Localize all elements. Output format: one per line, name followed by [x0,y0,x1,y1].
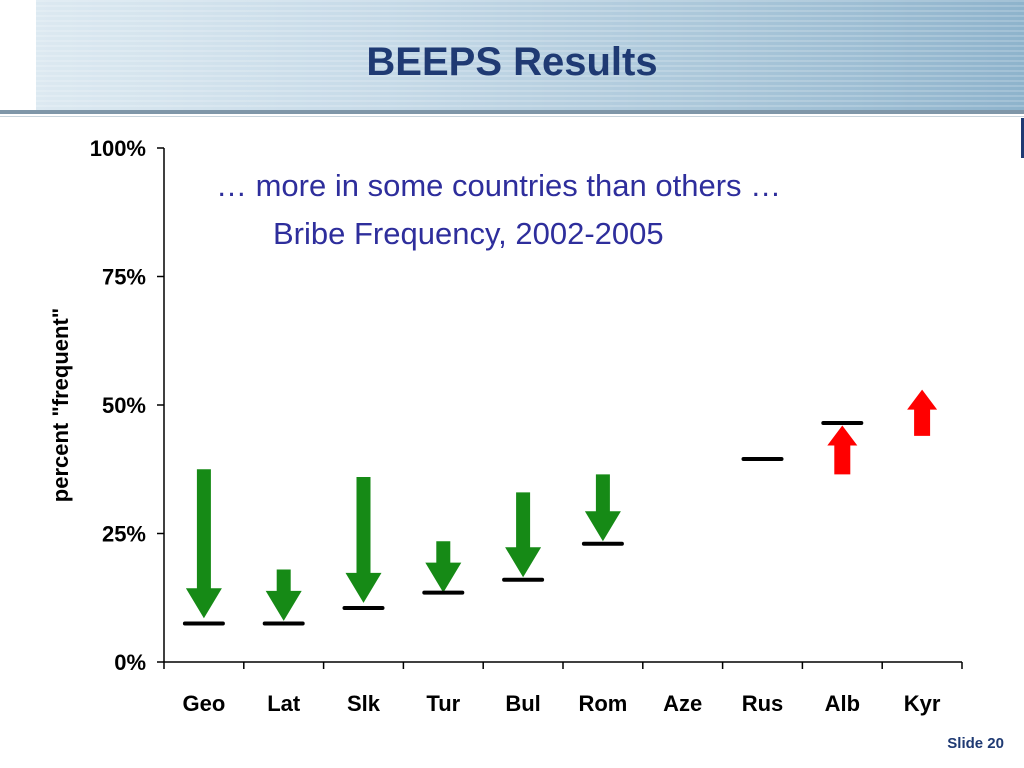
arrow-down-lat [265,569,302,621]
edge-marker [1021,118,1024,158]
x-tick-label: Tur [426,691,460,716]
y-tick-label: 25% [102,522,146,547]
x-tick-label: Lat [267,691,301,716]
arrow-up-kyr [907,389,938,436]
x-tick-label: Geo [183,691,226,716]
arrow-down-rom [584,474,621,542]
header-band [36,0,1024,110]
y-tick-label: 0% [114,650,146,675]
x-tick-label: Bul [505,691,540,716]
x-tick-label: Slk [347,691,381,716]
y-axis-title: percent "frequent" [48,308,73,502]
slide-title: BEEPS Results [366,40,658,84]
x-tick-label: Alb [825,691,860,716]
chart-annotation-line-1: … more in some countries than others … [216,168,782,203]
y-tick-label: 50% [102,393,146,418]
chart-annotation-line-2: Bribe Frequency, 2002-2005 [273,216,664,251]
x-tick-label: Kyr [904,691,941,716]
arrow-down-tur [425,541,462,593]
arrow-down-bul [505,492,542,578]
arrow-down-geo [185,469,222,619]
x-tick-label: Aze [663,691,702,716]
header-divider [0,110,1024,114]
y-tick-label: 75% [102,265,146,290]
arrow-up-alb [827,425,858,475]
x-tick-label: Rus [742,691,784,716]
header-divider-thin [0,116,1024,117]
y-tick-label: 100% [90,136,146,161]
x-tick-label: Rom [578,691,627,716]
slide-number: Slide 20 [947,735,1004,752]
arrow-down-slk [345,476,382,603]
